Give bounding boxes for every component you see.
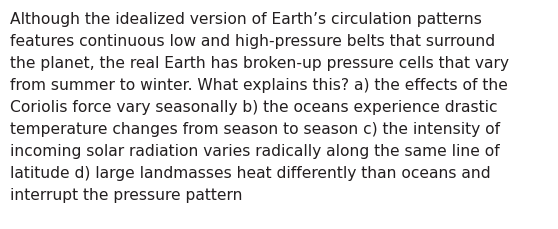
Text: from summer to winter. What explains this? a) the effects of the: from summer to winter. What explains thi… bbox=[10, 78, 508, 93]
Text: latitude d) large landmasses heat differently than oceans and: latitude d) large landmasses heat differ… bbox=[10, 165, 490, 180]
Text: interrupt the pressure pattern: interrupt the pressure pattern bbox=[10, 187, 243, 202]
Text: Although the idealized version of Earth’s circulation patterns: Although the idealized version of Earth’… bbox=[10, 12, 482, 27]
Text: features continuous low and high-pressure belts that surround: features continuous low and high-pressur… bbox=[10, 34, 495, 49]
Text: Coriolis force vary seasonally b) the oceans experience drastic: Coriolis force vary seasonally b) the oc… bbox=[10, 100, 498, 114]
Text: incoming solar radiation varies radically along the same line of: incoming solar radiation varies radicall… bbox=[10, 143, 500, 158]
Text: the planet, the real Earth has broken-up pressure cells that vary: the planet, the real Earth has broken-up… bbox=[10, 56, 509, 71]
Text: temperature changes from season to season c) the intensity of: temperature changes from season to seaso… bbox=[10, 121, 500, 136]
